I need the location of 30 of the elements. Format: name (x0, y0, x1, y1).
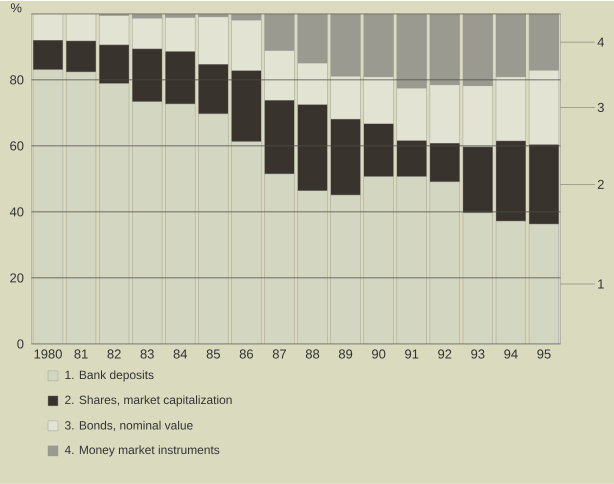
x-tick-label: 84 (174, 349, 188, 359)
x-tick-label: 95 (537, 349, 551, 359)
x-tick-label: 94 (504, 349, 518, 359)
text: 1 (598, 280, 604, 289)
text: 2 (598, 180, 604, 189)
y-tick-label: 20 (10, 273, 24, 283)
x-tick-label: 81 (74, 349, 88, 359)
x-tick-label: 87 (272, 349, 286, 359)
x-tick-label: 82 (107, 349, 121, 359)
y-axis-title: % (10, 3, 22, 12)
x-tick-label: 92 (438, 349, 452, 359)
x-tick-label: 91 (405, 349, 418, 359)
x-tick-label: 1980 (34, 349, 62, 359)
y-tick-label: 0 (17, 339, 24, 349)
legend-label: 2. Shares, market capitalization (65, 395, 232, 407)
text: 4 (598, 38, 604, 47)
x-tick-label: 83 (140, 349, 154, 359)
y-tick-label: 60 (10, 141, 24, 151)
legend-label: 4. Money market instruments (64, 445, 220, 457)
legend-label: 1. Bank deposits (65, 370, 154, 382)
text: 3 (598, 102, 604, 112)
y-tick-label: 40 (10, 207, 24, 217)
legend-label: 3. Bonds, nominal value (64, 420, 193, 432)
x-tick-label: 93 (471, 349, 484, 359)
x-tick-label: 85 (206, 349, 220, 359)
x-tick-label: 89 (338, 349, 352, 359)
x-tick-label: 88 (306, 349, 320, 359)
y-tick-label: 80 (10, 75, 24, 85)
x-tick-label: 90 (372, 349, 386, 359)
x-tick-label: 86 (240, 349, 254, 359)
